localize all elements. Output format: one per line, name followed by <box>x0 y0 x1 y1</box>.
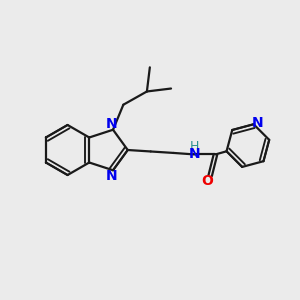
Text: N: N <box>188 146 200 161</box>
Text: N: N <box>106 169 117 182</box>
Text: N: N <box>106 118 117 131</box>
Text: H: H <box>190 140 199 153</box>
Text: O: O <box>201 174 213 188</box>
Text: N: N <box>251 116 263 130</box>
